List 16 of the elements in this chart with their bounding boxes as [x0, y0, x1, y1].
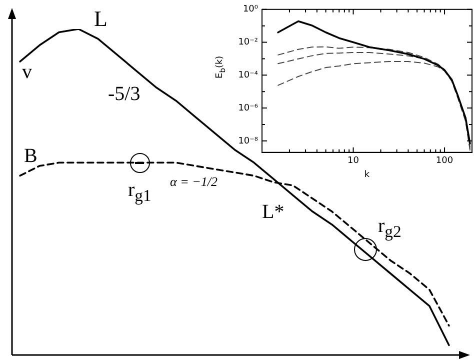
annotation: -5/3: [108, 83, 140, 105]
y-tick-label: 10⁻⁶: [238, 103, 258, 114]
x-axis-title: k: [364, 170, 370, 180]
x-tick-label: 10: [348, 156, 360, 166]
y-tick-label: 10⁻⁸: [238, 136, 258, 146]
annotation: α = −1/2: [170, 174, 218, 189]
annotation: L*: [262, 201, 284, 223]
x-tick-label: 100: [436, 156, 454, 166]
annotation: r$_{g1}$: [128, 179, 152, 205]
annotation: L: [94, 6, 108, 31]
annotation: r$_{g2}$: [378, 215, 402, 241]
y-tick-label: 10⁰: [242, 4, 258, 15]
y-tick-label: 10⁻⁴: [238, 70, 258, 80]
y-tick-label: 10⁻²: [238, 38, 258, 48]
annotation: v: [22, 61, 32, 83]
annotation: B: [24, 145, 38, 167]
